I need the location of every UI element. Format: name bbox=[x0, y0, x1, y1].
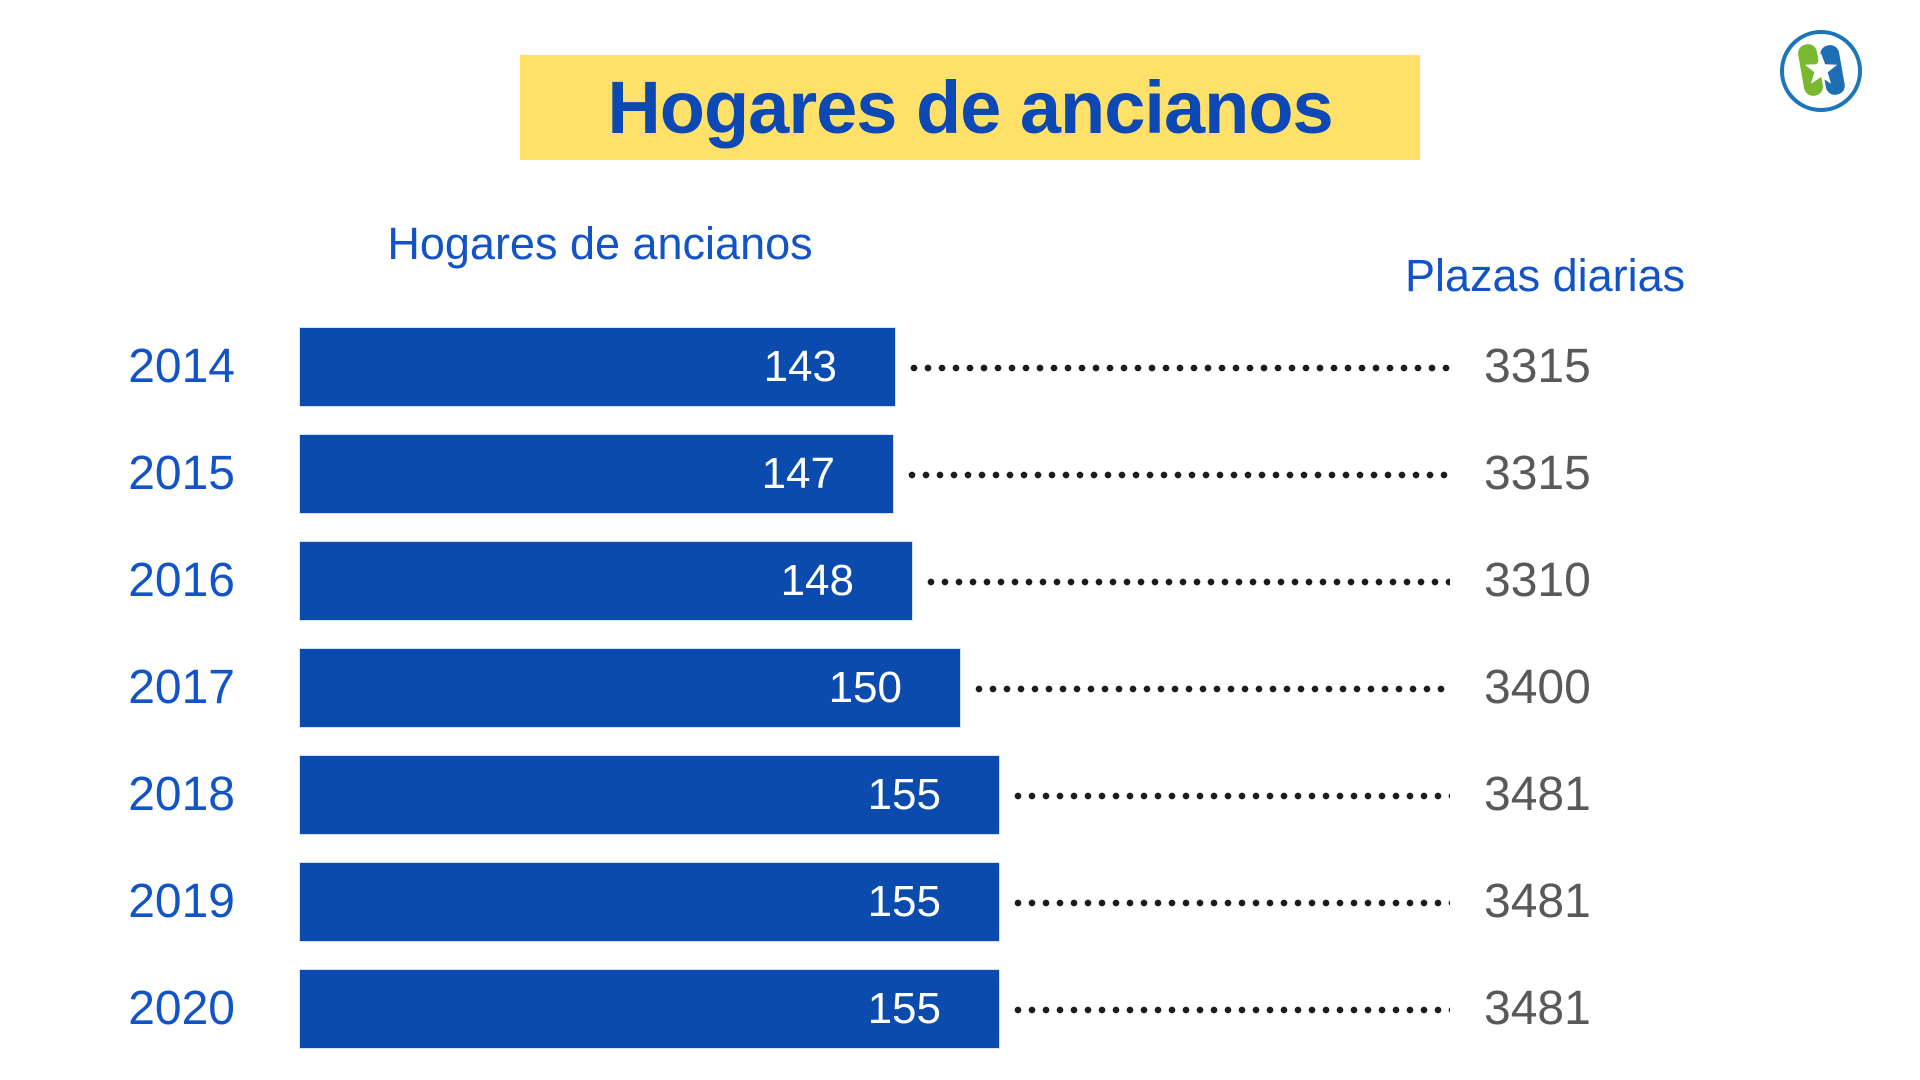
bar: 147 bbox=[300, 435, 893, 513]
organization-logo-icon bbox=[1780, 30, 1862, 112]
dotted-leader-line bbox=[1011, 1006, 1450, 1014]
bar: 148 bbox=[300, 542, 912, 620]
chart-row: 2015 147 3315 bbox=[0, 435, 1920, 513]
left-column-header: Hogares de ancianos bbox=[387, 218, 813, 269]
year-label: 2020 bbox=[128, 982, 235, 1035]
dotted-leader-line bbox=[924, 578, 1450, 586]
year-label: 2015 bbox=[128, 447, 235, 500]
dotted-leader-line bbox=[1011, 792, 1450, 800]
year-label: 2017 bbox=[128, 661, 235, 714]
places-value: 3400 bbox=[1484, 661, 1591, 714]
bar: 150 bbox=[300, 649, 960, 727]
logo-blue-bar bbox=[1820, 45, 1845, 95]
page-title: Hogares de ancianos bbox=[607, 66, 1333, 149]
chart-row: 2017 150 3400 bbox=[0, 649, 1920, 727]
places-value: 3315 bbox=[1484, 340, 1591, 393]
bar: 143 bbox=[300, 328, 895, 406]
places-value: 3481 bbox=[1484, 875, 1591, 928]
bar: 155 bbox=[300, 756, 999, 834]
bar-value-label: 143 bbox=[763, 342, 837, 391]
year-label: 2014 bbox=[128, 340, 235, 393]
logo-ring bbox=[1780, 30, 1862, 112]
chart-row: 2016 148 3310 bbox=[0, 542, 1920, 620]
places-value: 3481 bbox=[1484, 768, 1591, 821]
logo-shapes bbox=[1798, 44, 1845, 96]
dotted-leader-line bbox=[1011, 899, 1450, 907]
right-column-header: Plazas diarias bbox=[1405, 250, 1686, 301]
dotted-leader-line bbox=[972, 685, 1450, 693]
title-highlight: Hogares de ancianos bbox=[520, 55, 1420, 160]
places-value: 3310 bbox=[1484, 554, 1591, 607]
year-label: 2019 bbox=[128, 875, 235, 928]
year-label: 2018 bbox=[128, 768, 235, 821]
bar-value-label: 155 bbox=[867, 877, 941, 926]
bar-value-label: 150 bbox=[828, 663, 902, 712]
bar-value-label: 155 bbox=[867, 984, 941, 1033]
bar-chart: 2014 143 3315 2015 147 3315 2016 148 331… bbox=[0, 328, 1920, 1058]
chart-row: 2018 155 3481 bbox=[0, 756, 1920, 834]
places-value: 3315 bbox=[1484, 447, 1591, 500]
bar: 155 bbox=[300, 863, 999, 941]
logo-star bbox=[1804, 53, 1838, 84]
bar-value-label: 147 bbox=[761, 449, 835, 498]
dotted-leader-line bbox=[905, 471, 1450, 479]
dotted-leader-line bbox=[907, 364, 1450, 372]
bar-value-label: 148 bbox=[780, 556, 854, 605]
logo-green-bar bbox=[1798, 44, 1823, 96]
year-label: 2016 bbox=[128, 554, 235, 607]
places-value: 3481 bbox=[1484, 982, 1591, 1035]
chart-row: 2014 143 3315 bbox=[0, 328, 1920, 406]
chart-row: 2020 155 3481 bbox=[0, 970, 1920, 1048]
chart-row: 2019 155 3481 bbox=[0, 863, 1920, 941]
bar: 155 bbox=[300, 970, 999, 1048]
bar-value-label: 155 bbox=[867, 770, 941, 819]
